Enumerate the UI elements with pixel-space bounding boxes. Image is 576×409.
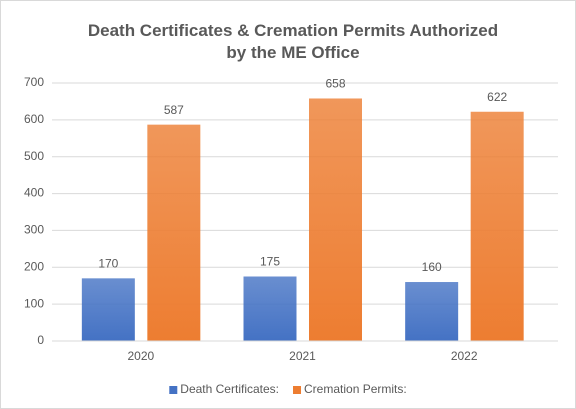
bar — [243, 276, 297, 341]
bar — [147, 124, 201, 341]
data-label: 170 — [98, 257, 118, 271]
x-tick-label: 2022 — [451, 349, 478, 363]
chart-title: Death Certificates & Cremation Permits A… — [87, 21, 499, 62]
data-label: 658 — [325, 77, 345, 91]
y-tick-label: 300 — [24, 223, 44, 237]
x-tick-label: 2021 — [289, 349, 316, 363]
bar — [81, 278, 135, 341]
y-tick-label: 100 — [24, 296, 44, 310]
data-label: 587 — [164, 103, 184, 117]
legend: Death Certificates: Cremation Permits: — [169, 382, 407, 396]
legend-label: Cremation Permits: — [304, 382, 407, 396]
bar — [470, 111, 524, 342]
legend-swatch — [293, 386, 302, 394]
y-tick-label: 700 — [24, 75, 44, 89]
y-tick-label: 0 — [37, 333, 44, 347]
y-tick-label: 500 — [24, 149, 44, 163]
y-tick-label: 200 — [24, 259, 44, 273]
y-tick-label: 600 — [24, 112, 44, 126]
y-tick-label: 400 — [24, 186, 44, 200]
data-label: 160 — [422, 260, 442, 274]
legend-label: Death Certificates: — [180, 382, 279, 396]
data-label: 175 — [260, 255, 280, 269]
bar — [309, 98, 362, 341]
x-tick-label: 2020 — [127, 349, 154, 363]
legend-swatch — [169, 386, 178, 394]
data-label: 622 — [487, 90, 507, 104]
bar — [405, 282, 459, 341]
